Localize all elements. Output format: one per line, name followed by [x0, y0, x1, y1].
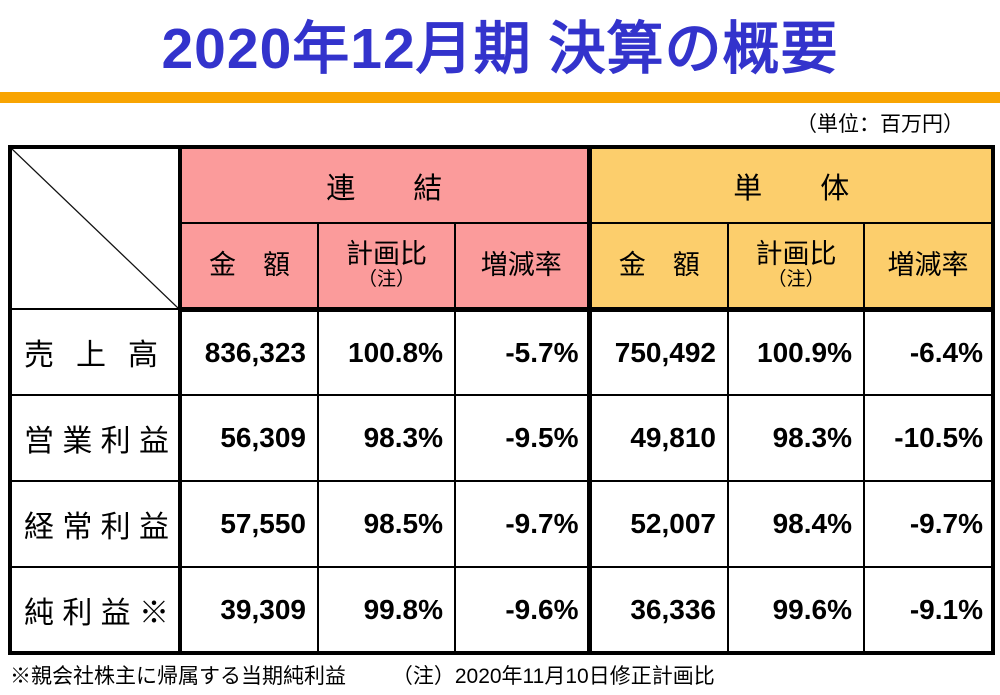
cell-standalone-amount: 36,336	[586, 566, 729, 654]
subheader-label: 増減率	[480, 250, 562, 281]
cell-consolidated-amount: 56,309	[178, 394, 319, 482]
footnote-plan-basis: （注）2020年11月10日修正計画比	[391, 665, 715, 688]
subheader-label: 増減率	[887, 250, 969, 281]
subheader-note: （注）	[357, 269, 415, 291]
subheader-consolidated-change-rate: 増減率	[454, 222, 590, 312]
results-table: 連 結 単 体 金 額 計画比 （注） 増減率 金 額 計画比 （注） 増減率	[8, 145, 995, 655]
cell-consolidated-plan-ratio: 98.3%	[317, 394, 456, 482]
page-title: 2020年12月期 決算の概要	[161, 17, 839, 81]
cell-standalone-plan-ratio: 99.6%	[727, 566, 865, 654]
subheader-label: 金 額	[209, 250, 290, 281]
row-label: 営 業 利 益	[9, 394, 181, 482]
table-row-net-sales: 売 上 高 836,323 100.8% -5.7% 750,492 100.9…	[9, 308, 994, 396]
subheader-consolidated-plan-ratio: 計画比 （注）	[317, 222, 456, 312]
cell-consolidated-plan-ratio: 99.8%	[317, 566, 456, 654]
orange-divider-bar	[0, 92, 1000, 103]
row-label: 純 利 益 ※	[9, 566, 181, 654]
corner-cell	[9, 146, 181, 310]
group-header-consolidated: 連 結	[178, 146, 590, 224]
unit-note: （単位：百万円）	[796, 113, 964, 136]
subheader-consolidated-amount: 金 額	[178, 222, 319, 312]
table-row-ordinary-income: 経 常 利 益 57,550 98.5% -9.7% 52,007 98.4% …	[9, 480, 994, 568]
cell-standalone-change-rate: -9.7%	[863, 480, 994, 568]
row-label: 売 上 高	[9, 308, 181, 396]
cell-consolidated-change-rate: -5.7%	[454, 308, 590, 396]
cell-standalone-amount: 49,810	[586, 394, 729, 482]
cell-standalone-plan-ratio: 98.3%	[727, 394, 865, 482]
subheader-standalone-change-rate: 増減率	[863, 222, 994, 312]
cell-standalone-change-rate: -9.1%	[863, 566, 994, 654]
table-row-operating-income: 営 業 利 益 56,309 98.3% -9.5% 49,810 98.3% …	[9, 394, 994, 482]
cell-standalone-amount: 750,492	[586, 308, 729, 396]
cell-consolidated-amount: 39,309	[178, 566, 319, 654]
subheader-label: 金 額	[618, 250, 700, 281]
footnotes: ※親会社株主に帰属する当期純利益 （注）2020年11月10日修正計画比	[10, 660, 1000, 690]
subheader-standalone-amount: 金 額	[586, 222, 729, 312]
table-row-net-income: 純 利 益 ※ 39,309 99.8% -9.6% 36,336 99.6% …	[9, 566, 994, 654]
cell-consolidated-plan-ratio: 100.8%	[317, 308, 456, 396]
subheader-note: （注）	[767, 269, 825, 291]
cell-consolidated-change-rate: -9.6%	[454, 566, 590, 654]
row-label: 経 常 利 益	[9, 480, 181, 568]
cell-standalone-change-rate: -6.4%	[863, 308, 994, 396]
cell-consolidated-change-rate: -9.5%	[454, 394, 590, 482]
group-header-standalone: 単 体	[586, 146, 994, 224]
cell-standalone-plan-ratio: 100.9%	[727, 308, 865, 396]
diagonal-line	[12, 149, 178, 308]
subheader-label: 計画比	[346, 239, 427, 270]
subheader-label: 計画比	[755, 239, 837, 270]
cell-standalone-plan-ratio: 98.4%	[727, 480, 865, 568]
cell-standalone-change-rate: -10.5%	[863, 394, 994, 482]
cell-consolidated-amount: 57,550	[178, 480, 319, 568]
cell-consolidated-change-rate: -9.7%	[454, 480, 590, 568]
cell-standalone-amount: 52,007	[586, 480, 729, 568]
cell-consolidated-amount: 836,323	[178, 308, 319, 396]
cell-consolidated-plan-ratio: 98.5%	[317, 480, 456, 568]
footnote-asterisk: ※親会社株主に帰属する当期純利益	[10, 665, 346, 688]
subheader-standalone-plan-ratio: 計画比 （注）	[727, 222, 865, 312]
